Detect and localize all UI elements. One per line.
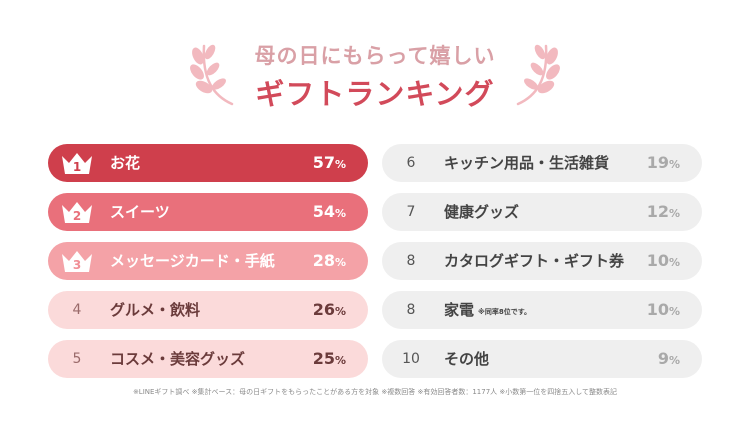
laurel-right-icon bbox=[516, 44, 560, 106]
title-line2: ギフトランキング bbox=[255, 77, 495, 111]
ranking-row-6: 6 キッチン用品・生活雑貨 19% bbox=[382, 144, 702, 182]
item-label-with-note: 家電 ※同率8位です。 bbox=[444, 291, 531, 329]
rank-number: 7 bbox=[406, 204, 416, 220]
ranking-row-2: 2 スイーツ 54% bbox=[48, 193, 368, 231]
rank-number: 6 bbox=[406, 155, 416, 171]
percent-value: 54% bbox=[312, 202, 346, 221]
item-label: お花 bbox=[110, 154, 141, 172]
ranking-row-7: 7 健康グッズ 12% bbox=[382, 193, 702, 231]
rank-number: 1 bbox=[73, 160, 81, 174]
rank-number: 8 bbox=[406, 302, 416, 318]
percent-value: 19% bbox=[646, 153, 680, 172]
item-label: 家電 bbox=[444, 301, 475, 319]
item-label: キッチン用品・生活雑貨 bbox=[444, 154, 610, 172]
item-label: 健康グッズ bbox=[444, 203, 520, 221]
tie-note: ※同率8位です。 bbox=[478, 308, 531, 316]
ranking-row-10: 10 その他 9% bbox=[382, 340, 702, 378]
ranking-row-8a: 8 カタログギフト・ギフト券 10% bbox=[382, 242, 702, 280]
crown-icon: 1 bbox=[62, 153, 92, 174]
percent-value: 26% bbox=[312, 300, 346, 319]
percent-value: 57% bbox=[312, 153, 346, 172]
title-line1: 母の日にもらって嬉しい bbox=[254, 44, 496, 68]
rank-number: 10 bbox=[402, 351, 420, 367]
item-label: スイーツ bbox=[110, 203, 170, 221]
percent-value: 28% bbox=[312, 251, 346, 270]
rank-number: 3 bbox=[73, 258, 81, 272]
item-label: グルメ・飲料 bbox=[110, 301, 201, 319]
rank-number: 8 bbox=[406, 253, 416, 269]
ranking-row-5: 5 コスメ・美容グッズ 25% bbox=[48, 340, 368, 378]
percent-value: 9% bbox=[657, 349, 680, 368]
item-label: コスメ・美容グッズ bbox=[110, 350, 246, 368]
percent-value: 10% bbox=[646, 251, 680, 270]
footnote: ※LINEギフト調べ ※集計ベース：母の日ギフトをもらったことがある方を対象 ※… bbox=[132, 388, 618, 396]
percent-value: 25% bbox=[312, 349, 346, 368]
item-label: メッセージカード・手紙 bbox=[110, 252, 275, 270]
ranking-row-8b: 8 家電 ※同率8位です。 10% bbox=[382, 291, 702, 329]
rank-number: 5 bbox=[72, 351, 82, 367]
ranking-row-3: 3 メッセージカード・手紙 28% bbox=[48, 242, 368, 280]
percent-value: 12% bbox=[646, 202, 680, 221]
item-label: カタログギフト・ギフト券 bbox=[444, 252, 625, 270]
percent-value: 10% bbox=[646, 300, 680, 319]
crown-icon: 3 bbox=[62, 251, 92, 272]
rank-number: 2 bbox=[73, 209, 81, 223]
crown-icon: 2 bbox=[62, 202, 92, 223]
ranking-row-1: 1 お花 57% bbox=[48, 144, 368, 182]
item-label: その他 bbox=[444, 350, 490, 368]
header: 母の日にもらって嬉しい ギフトランキング bbox=[0, 0, 750, 120]
ranking-row-4: 4 グルメ・飲料 26% bbox=[48, 291, 368, 329]
laurel-left-icon bbox=[190, 44, 234, 106]
rank-number: 4 bbox=[72, 302, 82, 318]
